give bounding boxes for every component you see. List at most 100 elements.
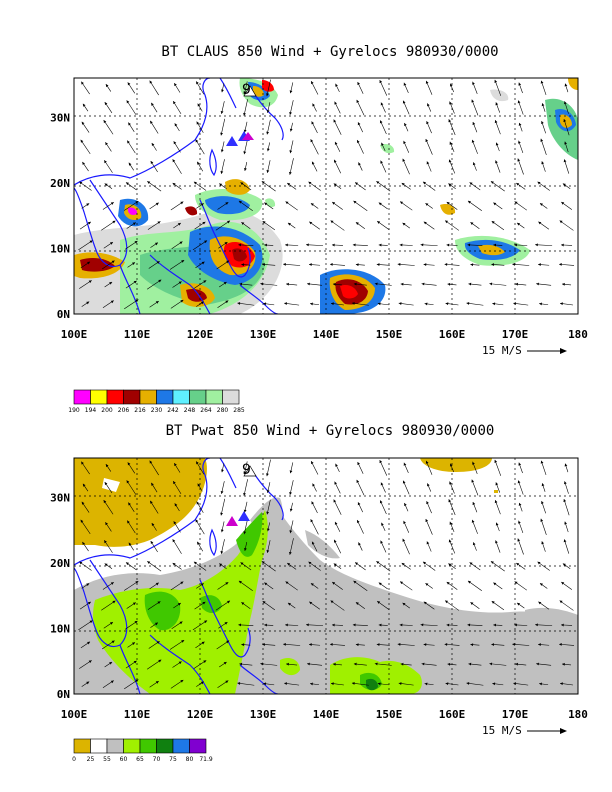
- wind-vector-head: [423, 263, 427, 267]
- colorbar-swatch: [90, 389, 108, 405]
- wind-vector: [80, 519, 91, 535]
- wind-vector-head: [512, 642, 515, 646]
- wind-vector-head: [468, 662, 472, 666]
- bottom-wind-vectors: [78, 459, 575, 690]
- colorbar-label: 230: [151, 407, 163, 414]
- wind-vector-head: [221, 469, 224, 473]
- wind-vector-head: [377, 302, 381, 306]
- wind-vector-head: [220, 110, 224, 114]
- wind-vector-head: [399, 623, 403, 627]
- wind-vector-head: [425, 80, 429, 84]
- wind-vector-head: [172, 159, 176, 163]
- wind-vector-head: [539, 203, 543, 206]
- wind-vector-head: [401, 182, 405, 186]
- wind-vector: [266, 459, 271, 477]
- wind-vector-head: [284, 302, 287, 305]
- wind-vector: [78, 620, 93, 631]
- wind-vector-head: [219, 563, 223, 567]
- wind-vector-head: [514, 243, 517, 247]
- wind-vector-head: [540, 80, 544, 84]
- wind-vector-head: [311, 541, 315, 545]
- colorbar-label: 55: [103, 756, 111, 763]
- wind-vector-head: [538, 643, 541, 647]
- wind-vector: [146, 279, 162, 290]
- lon-tick-label: 160E: [439, 328, 466, 341]
- colorbar-label: 264: [200, 407, 212, 414]
- wind-vector-head: [128, 502, 131, 506]
- lon-tick-label: 150E: [376, 708, 403, 721]
- wind-vector: [283, 643, 301, 646]
- wind-vector-head: [444, 643, 448, 646]
- bottom-map-frame: [73, 457, 579, 695]
- wind-vector-head: [420, 623, 424, 627]
- wind-vector: [467, 200, 483, 212]
- wind-vector-head: [518, 462, 522, 466]
- wind-vector: [243, 99, 248, 116]
- colorbar-label: 200: [101, 407, 113, 414]
- wind-vector-head: [202, 221, 206, 225]
- wind-vector-head: [402, 602, 406, 606]
- wind-vector-head: [283, 262, 286, 266]
- wind-vector-head: [310, 203, 314, 206]
- wind-vector-head: [472, 461, 475, 465]
- wind-vector-head: [400, 201, 404, 205]
- wind-vector-head: [289, 470, 293, 474]
- wind-vector: [169, 639, 185, 650]
- wind-vector-head: [174, 463, 177, 467]
- wind-vector-head: [220, 529, 224, 533]
- wind-vector-head: [312, 483, 315, 487]
- wind-vector-head: [266, 169, 270, 173]
- wind-vector: [333, 499, 342, 515]
- wind-vector-head: [467, 243, 471, 247]
- wind-vector-head: [82, 483, 86, 487]
- wind-vector-head: [132, 222, 136, 226]
- colorbar-label: 206: [118, 407, 130, 414]
- wind-vector-head: [493, 243, 497, 247]
- wind-vector-head: [538, 601, 542, 605]
- wind-vector-head: [536, 282, 539, 286]
- wind-vector-head: [402, 222, 406, 226]
- wind-vector-head: [376, 263, 380, 266]
- wind-vector-head: [240, 182, 244, 186]
- wind-vector-head: [260, 282, 264, 286]
- wind-vector-head: [112, 600, 116, 604]
- wind-vector-head: [445, 600, 449, 604]
- wind-vector-head: [284, 682, 287, 685]
- wind-vector-head: [86, 301, 90, 305]
- wind-vector-head: [193, 181, 197, 185]
- wind-vector: [425, 518, 433, 535]
- wind-vector-head: [513, 302, 517, 305]
- wind-vector: [420, 244, 438, 246]
- wind-vector-head: [447, 662, 451, 666]
- wind-vector-head: [203, 660, 207, 663]
- wind-vector: [444, 600, 460, 611]
- lon-tick-label: 110E: [124, 328, 151, 341]
- wind-vector-head: [563, 499, 567, 503]
- wind-vector-head: [309, 221, 313, 225]
- wind-vector-head: [425, 583, 429, 586]
- colorbar-label: 194: [85, 407, 97, 414]
- wind-vector-head: [309, 601, 313, 605]
- wind-vector-head: [244, 168, 247, 171]
- wind-vector-head: [404, 503, 407, 507]
- wind-vector-head: [538, 263, 541, 267]
- wind-vector-head: [352, 623, 356, 627]
- wind-vector-head: [261, 561, 265, 564]
- wind-vector-head: [400, 581, 404, 585]
- colorbar-label: 80: [186, 756, 194, 763]
- wind-vector-head: [376, 643, 380, 646]
- wind-vector-head: [423, 221, 427, 225]
- wind-vector-head: [356, 140, 360, 144]
- wind-vector-head: [266, 511, 270, 515]
- wind-vector-head: [125, 182, 129, 186]
- wind-vector-head: [376, 561, 380, 564]
- wind-vector-head: [88, 660, 92, 663]
- wind-vector-head: [151, 482, 154, 486]
- wind-vector-head: [563, 539, 567, 543]
- lon-tick-label: 140E: [313, 708, 340, 721]
- wind-vector-head: [331, 302, 334, 306]
- wind-vector-head: [469, 562, 473, 566]
- wind-vector-head: [377, 601, 381, 604]
- wind-vector-head: [261, 181, 265, 184]
